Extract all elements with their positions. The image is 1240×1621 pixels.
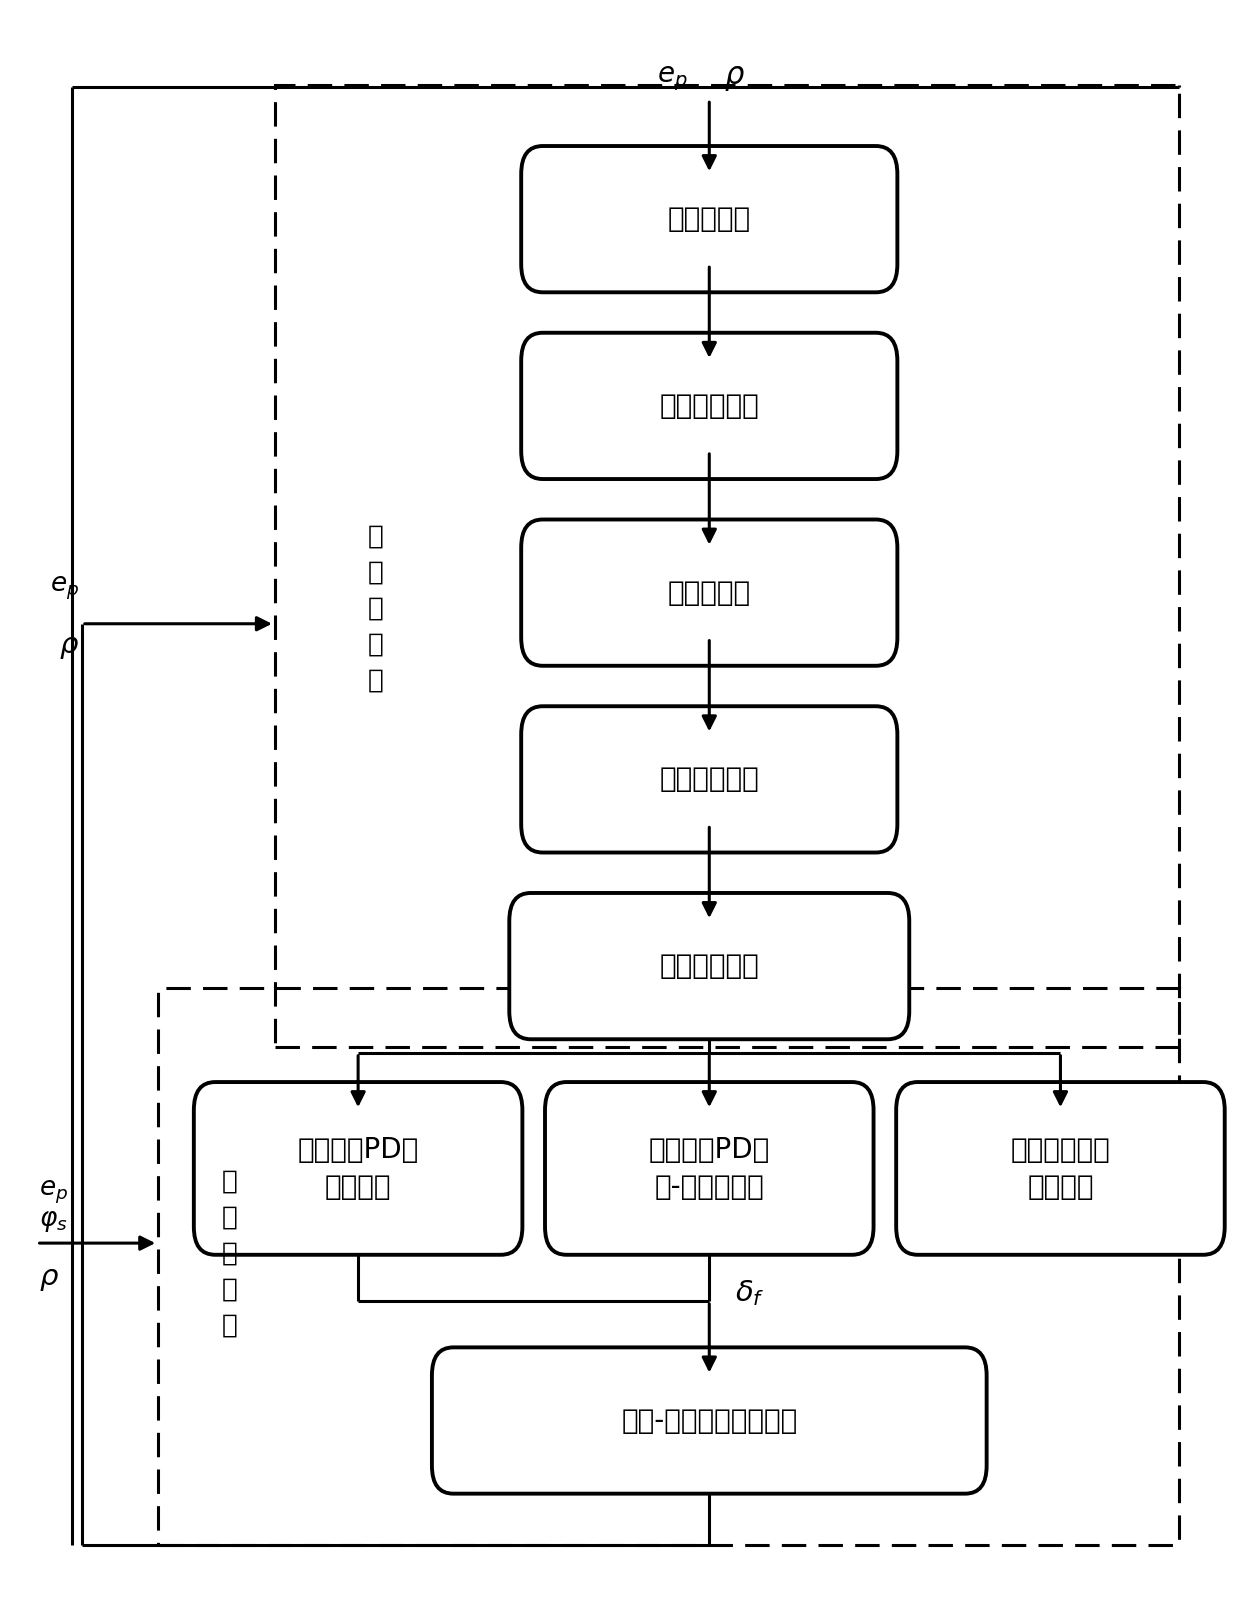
Text: 测度模式划分: 测度模式划分 <box>660 765 759 793</box>
FancyBboxPatch shape <box>521 146 898 292</box>
Text: $\mathit{\rho}$: $\mathit{\rho}$ <box>724 65 744 92</box>
Text: $\mathit{e_p}$: $\mathit{e_p}$ <box>51 575 79 601</box>
FancyBboxPatch shape <box>193 1083 522 1255</box>
FancyBboxPatch shape <box>546 1083 873 1255</box>
FancyBboxPatch shape <box>510 893 909 1039</box>
Text: 控制策略确定: 控制策略确定 <box>660 952 759 981</box>
Text: 特征量提取: 特征量提取 <box>667 206 751 233</box>
Text: $\mathit{\delta_f}$: $\mathit{\delta_f}$ <box>735 1279 765 1308</box>
FancyBboxPatch shape <box>521 707 898 853</box>
FancyBboxPatch shape <box>432 1347 987 1493</box>
Text: 上
层
控
制
器: 上 层 控 制 器 <box>368 524 384 694</box>
Text: $\mathit{e_p}$: $\mathit{e_p}$ <box>657 65 688 92</box>
Text: 下
层
控
制
器: 下 层 控 制 器 <box>222 1169 238 1339</box>
FancyBboxPatch shape <box>897 1083 1225 1255</box>
Text: 可拓域：PD前
馈-反馈控制器: 可拓域：PD前 馈-反馈控制器 <box>649 1136 770 1201</box>
Text: 经典域：PD反
馈控制器: 经典域：PD反 馈控制器 <box>298 1136 419 1201</box>
Text: $\mathit{\rho}$: $\mathit{\rho}$ <box>40 1264 60 1294</box>
FancyBboxPatch shape <box>521 519 898 666</box>
FancyBboxPatch shape <box>521 332 898 480</box>
Text: 划分可拓集合: 划分可拓集合 <box>660 392 759 420</box>
Text: $\mathit{\rho}$: $\mathit{\rho}$ <box>60 634 79 661</box>
Text: $\mathit{\varphi_s}$: $\mathit{\varphi_s}$ <box>40 1208 68 1234</box>
Text: 关联度计算: 关联度计算 <box>667 579 751 606</box>
Text: $\mathit{e_p}$: $\mathit{e_p}$ <box>40 1178 68 1206</box>
Bar <box>275 86 1179 1047</box>
Text: 车辆-道路预瞄偏差模型: 车辆-道路预瞄偏差模型 <box>621 1407 797 1435</box>
Text: 非域：紧急制
动控制器: 非域：紧急制 动控制器 <box>1011 1136 1110 1201</box>
Bar <box>159 987 1179 1545</box>
